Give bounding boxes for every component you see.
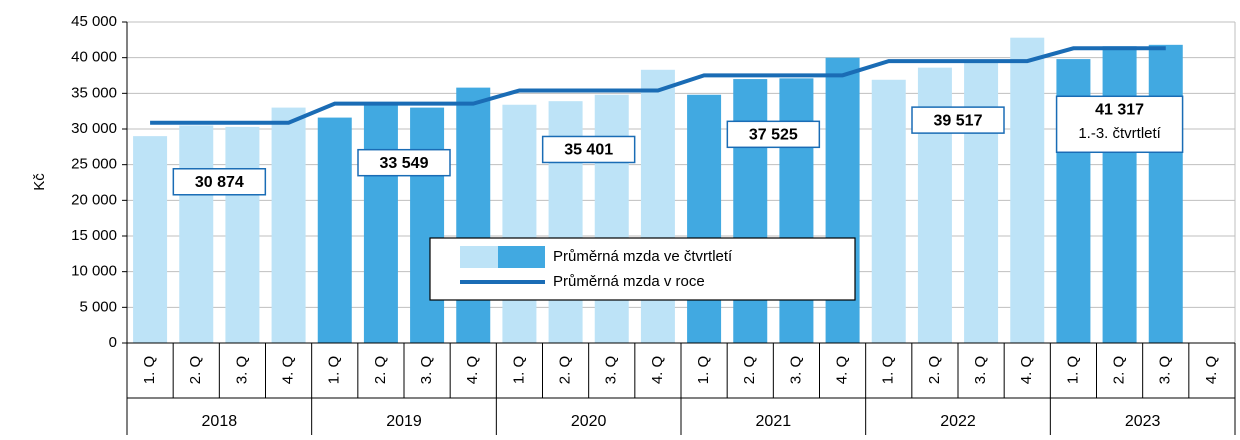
y-tick-label: 45 000 bbox=[71, 13, 117, 30]
bar bbox=[410, 107, 445, 343]
value-label-box bbox=[357, 148, 451, 177]
x-tick-label: 3. Q bbox=[972, 356, 989, 384]
value-label-box bbox=[172, 168, 267, 196]
bar bbox=[1010, 37, 1045, 344]
bar bbox=[779, 78, 814, 343]
bar bbox=[133, 136, 168, 343]
y-tick-label: 20 000 bbox=[71, 191, 117, 208]
value-label-box bbox=[1055, 95, 1184, 154]
x-group-label: 2023 bbox=[1125, 413, 1161, 430]
bar bbox=[594, 94, 629, 343]
legend-swatch bbox=[460, 246, 498, 268]
legend-label: Průměrná mzda ve čtvrtletí bbox=[553, 248, 733, 265]
x-tick-label: 1. Q bbox=[326, 356, 343, 384]
bar bbox=[871, 79, 906, 343]
x-tick-label: 2. Q bbox=[926, 356, 943, 384]
legend: Průměrná mzda ve čtvrtletí Průměrná mzda … bbox=[429, 237, 856, 301]
y-tick-label: 15 000 bbox=[71, 227, 117, 244]
bar bbox=[964, 62, 999, 343]
bar bbox=[733, 79, 768, 344]
x-group-label: 2022 bbox=[940, 413, 976, 430]
value-label: 39 517 bbox=[934, 112, 983, 129]
annotation: 1.-3. čtvrtletí bbox=[1078, 125, 1161, 142]
y-axis-label: Kč bbox=[31, 173, 48, 191]
bar bbox=[687, 94, 722, 343]
x-tick-label: 2. Q bbox=[187, 356, 204, 384]
value-label: 33 549 bbox=[380, 155, 429, 172]
bar bbox=[317, 117, 352, 343]
bar bbox=[1148, 44, 1183, 344]
value-label-box bbox=[541, 135, 636, 164]
bar bbox=[456, 87, 491, 343]
bar bbox=[271, 107, 306, 343]
y-tick-label: 35 000 bbox=[71, 84, 117, 101]
x-tick-label: 3. Q bbox=[418, 356, 435, 384]
y-tick-label: 5 000 bbox=[79, 298, 117, 315]
x-group-label: 2019 bbox=[386, 413, 422, 430]
x-tick-label: 2. Q bbox=[372, 356, 389, 384]
y-tick-label: 10 000 bbox=[71, 263, 117, 280]
x-tick-label: 4. Q bbox=[1018, 356, 1035, 384]
value-label-box bbox=[726, 120, 821, 149]
bar bbox=[363, 105, 398, 344]
x-group-label: 2021 bbox=[756, 413, 792, 430]
x-tick-label: 1. Q bbox=[510, 356, 527, 384]
legend-swatch bbox=[498, 246, 545, 268]
legend-label: Průměrná mzda v roce bbox=[553, 273, 705, 290]
x-tick-label: 2. Q bbox=[557, 356, 574, 384]
x-tick-label: 4. Q bbox=[1203, 356, 1220, 384]
bar bbox=[502, 104, 537, 343]
x-tick-label: 4. Q bbox=[464, 356, 481, 384]
y-tick-label: 30 000 bbox=[71, 120, 117, 137]
value-label-box bbox=[911, 106, 1005, 134]
bar bbox=[179, 125, 214, 343]
value-label: 35 401 bbox=[564, 142, 613, 159]
x-tick-label: 1. Q bbox=[141, 356, 158, 384]
x-tick-label: 1. Q bbox=[695, 356, 712, 384]
x-tick-label: 3. Q bbox=[603, 356, 620, 384]
bar bbox=[225, 126, 260, 343]
x-tick-label: 4. Q bbox=[834, 356, 851, 384]
bar bbox=[640, 69, 675, 343]
x-group-label: 2018 bbox=[202, 413, 238, 430]
x-tick-label: 1. Q bbox=[880, 356, 897, 384]
x-tick-label: 4. Q bbox=[280, 356, 297, 384]
x-tick-label: 3. Q bbox=[233, 356, 250, 384]
x-tick-label: 2. Q bbox=[1111, 356, 1128, 384]
y-tick-label: 25 000 bbox=[71, 156, 117, 173]
value-label: 41 317 bbox=[1095, 101, 1144, 118]
value-label: 37 525 bbox=[749, 127, 798, 144]
x-tick-label: 3. Q bbox=[787, 356, 804, 384]
x-tick-label: 3. Q bbox=[1157, 356, 1174, 384]
value-label: 30 874 bbox=[195, 174, 244, 191]
y-tick-label: 40 000 bbox=[71, 49, 117, 66]
x-tick-label: 1. Q bbox=[1064, 356, 1081, 384]
annual-line bbox=[150, 46, 1166, 125]
x-tick-label: 4. Q bbox=[649, 356, 666, 384]
x-group-label: 2020 bbox=[571, 413, 607, 430]
y-tick-label: 0 bbox=[109, 334, 117, 351]
bar bbox=[1102, 46, 1137, 344]
x-tick-label: 2. Q bbox=[741, 356, 758, 384]
